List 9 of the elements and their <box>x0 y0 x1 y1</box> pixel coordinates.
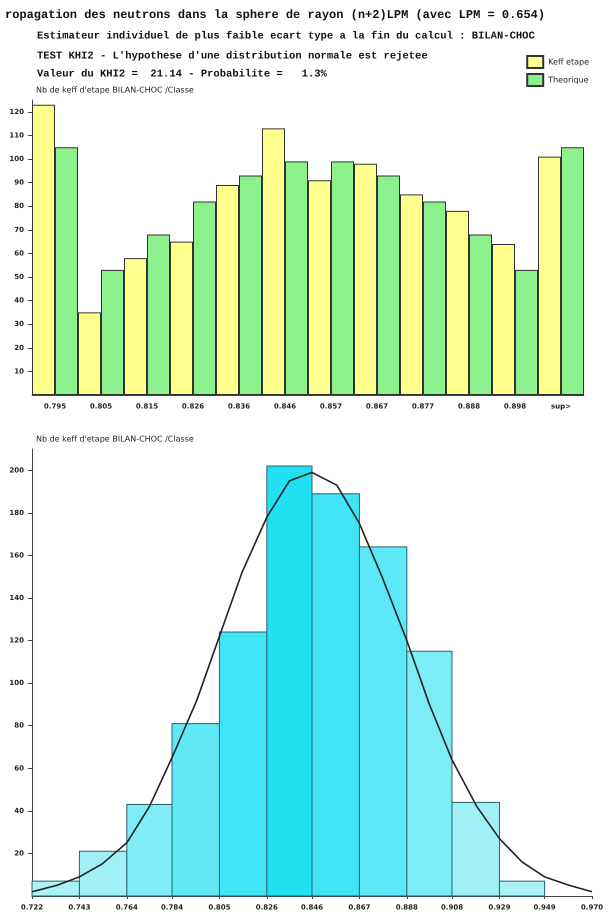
legend-label: Keff etape <box>548 58 590 66</box>
y-axis-title: Nb de keff d'etape BILAN-CHOC /Classe <box>36 434 194 444</box>
chart-title: ropagation des neutrons dans la sphere de rayon (n+2)LPM (avec LPM = 0.654) <box>5 8 546 22</box>
line-series <box>31 472 593 893</box>
chart-subtitle: Estimateur individuel de plus faible ecart type a la fin du calcul : BILAN-CHOC <box>37 30 536 42</box>
legend-label: Theorique <box>547 76 589 84</box>
text: TEST KHI2 - L'hypothese d'une distribution normale est rejetee <box>37 50 428 62</box>
text: Valeur du KHI2 = 21.14 - Probabilite = 1.3% <box>37 68 328 80</box>
y-axis-title: Nb de keff d'etape BILAN-CHOC /Classe <box>36 86 194 94</box>
